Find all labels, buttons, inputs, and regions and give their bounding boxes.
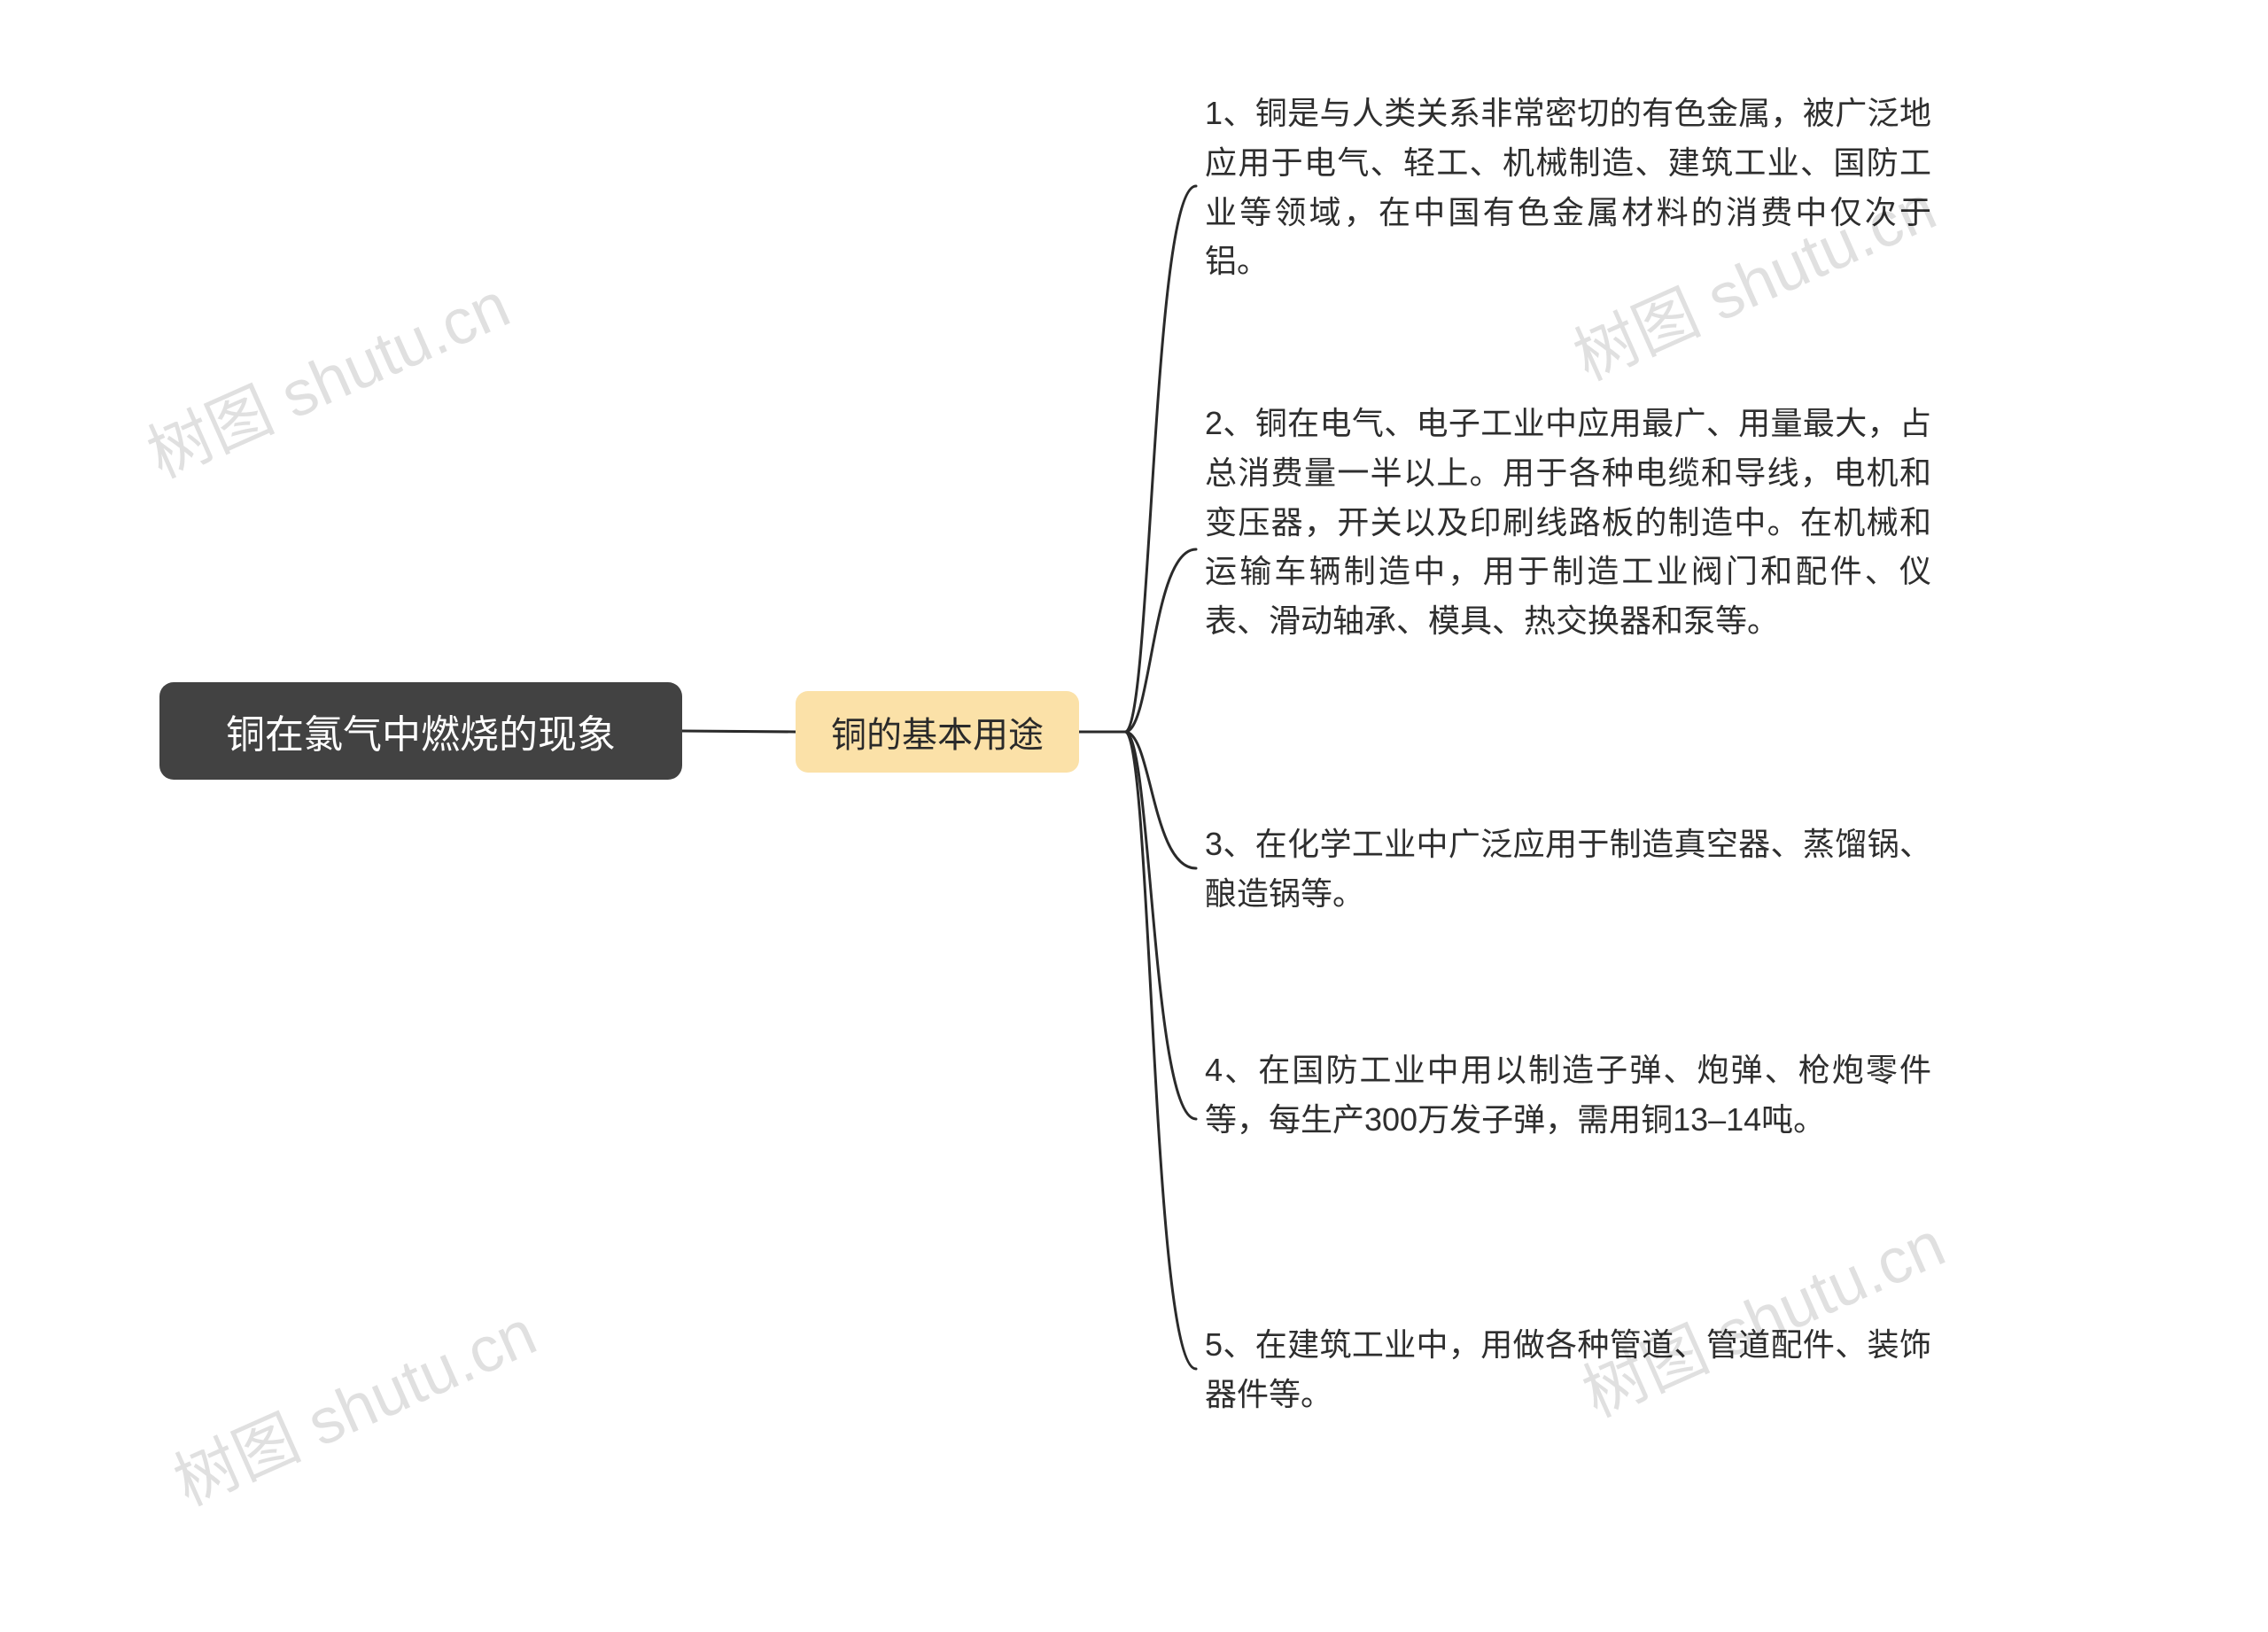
leaf-node[interactable]: 2、铜在电气、电子工业中应用最广、用量最大，占总消费量一半以上。用于各种电缆和导… — [1205, 399, 1931, 646]
watermark-text: 树图 shutu.cn — [131, 253, 522, 495]
leaf-text: 5、在建筑工业中，用做各种管道、管道配件、装饰器件等。 — [1205, 1326, 1931, 1412]
watermark-text: 树图 shutu.cn — [158, 1281, 548, 1523]
leaf-text: 1、铜是与人类关系非常密切的有色金属，被广泛地应用于电气、轻工、机械制造、建筑工… — [1205, 95, 1931, 279]
mindmap-canvas: 铜在氯气中燃烧的现象 铜的基本用途 1、铜是与人类关系非常密切的有色金属，被广泛… — [0, 0, 2268, 1632]
branch-node[interactable]: 铜的基本用途 — [796, 691, 1079, 773]
root-node-label: 铜在氯气中燃烧的现象 — [226, 703, 616, 759]
root-node[interactable]: 铜在氯气中燃烧的现象 — [159, 682, 682, 780]
leaf-node[interactable]: 4、在国防工业中用以制造子弹、炮弹、枪炮零件等，每生产300万发子弹，需用铜13… — [1205, 1045, 1931, 1145]
leaf-text: 2、铜在电气、电子工业中应用最广、用量最大，占总消费量一半以上。用于各种电缆和导… — [1205, 405, 1931, 639]
leaf-text: 4、在国防工业中用以制造子弹、炮弹、枪炮零件等，每生产300万发子弹，需用铜13… — [1205, 1052, 1931, 1138]
branch-node-label: 铜的基本用途 — [831, 706, 1044, 758]
leaf-node[interactable]: 1、铜是与人类关系非常密切的有色金属，被广泛地应用于电气、轻工、机械制造、建筑工… — [1205, 89, 1931, 286]
leaf-text: 3、在化学工业中广泛应用于制造真空器、蒸馏锅、酿造锅等。 — [1205, 826, 1931, 912]
leaf-node[interactable]: 5、在建筑工业中，用做各种管道、管道配件、装饰器件等。 — [1205, 1320, 1931, 1419]
leaf-node[interactable]: 3、在化学工业中广泛应用于制造真空器、蒸馏锅、酿造锅等。 — [1205, 820, 1931, 919]
